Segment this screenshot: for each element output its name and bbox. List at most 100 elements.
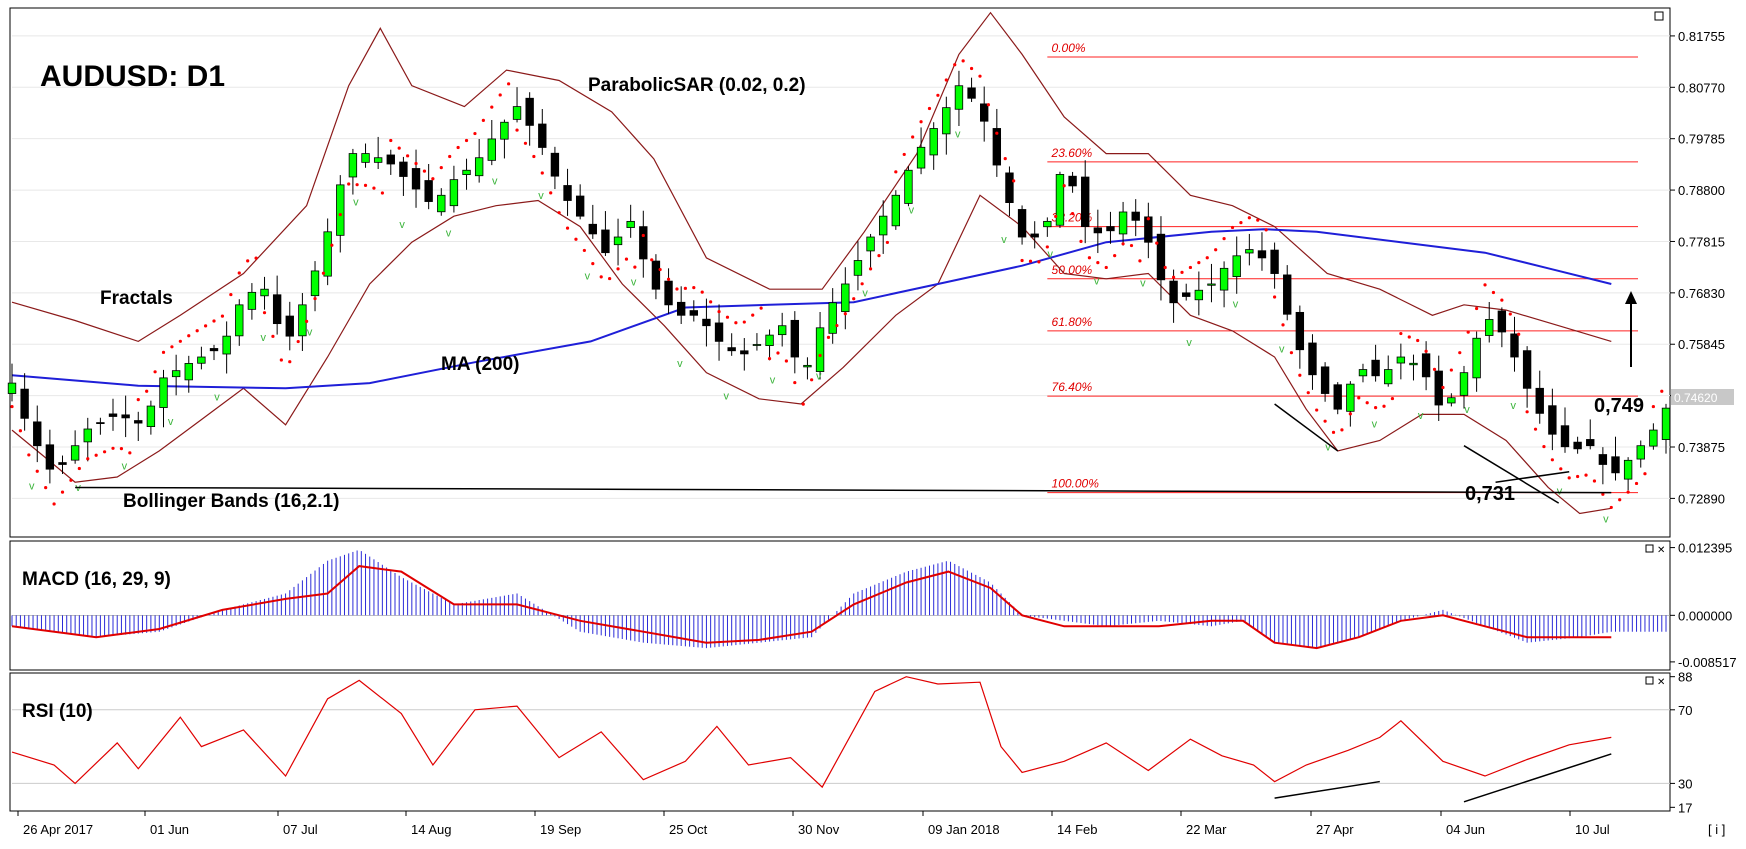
candle-body	[790, 319, 799, 358]
candle-body	[1131, 211, 1140, 221]
price-tick-label: 0.80770	[1678, 80, 1725, 95]
sar-dot	[810, 378, 814, 382]
candle-body	[171, 370, 181, 378]
macd-window-buttons[interactable]: ✕	[1645, 544, 1665, 556]
price-tick-label: 0.72890	[1678, 491, 1725, 506]
sar-dot	[1197, 260, 1201, 265]
sar-dot	[254, 256, 258, 260]
sar-dot	[1054, 214, 1058, 218]
sar-dot	[1281, 323, 1285, 327]
sar-dot	[1567, 476, 1571, 480]
sar-dot	[734, 321, 738, 325]
price-tick-label: 0.75845	[1678, 337, 1725, 352]
rsi-line	[11, 676, 1612, 789]
candle-body	[676, 301, 686, 316]
candle-body	[159, 377, 168, 408]
candles	[7, 70, 1671, 491]
sar-dot	[1340, 428, 1344, 432]
candle-body	[1396, 356, 1406, 364]
sar-dot	[1045, 245, 1049, 249]
fractal-down-icon: v	[862, 288, 868, 300]
sar-dot	[1070, 211, 1075, 216]
candle-body	[121, 414, 130, 419]
sar-dot	[936, 93, 940, 97]
sar-dot	[532, 154, 536, 159]
bollinger-bands	[11, 11, 1612, 515]
sar-dot	[431, 177, 435, 181]
fractal-down-icon: v	[1094, 276, 1100, 288]
fractal-down-icon: v	[1510, 400, 1516, 412]
candle-body	[235, 304, 244, 337]
candle-body	[1409, 362, 1418, 366]
candle-body	[916, 146, 926, 169]
sar-dot	[650, 258, 654, 262]
sar-dot	[330, 243, 334, 247]
sar-dot	[1500, 298, 1504, 302]
price-tick-label: 0.73875	[1678, 440, 1725, 455]
sar-dot	[658, 267, 662, 272]
candle-body	[1030, 233, 1039, 238]
rsi-tick-label: 70	[1678, 703, 1692, 718]
sar-dot	[1416, 338, 1420, 343]
candle-body	[209, 348, 219, 352]
up-arrow-icon	[1625, 291, 1637, 367]
sar-dot	[1163, 265, 1167, 270]
fractal-down-icon: v	[1325, 441, 1331, 453]
candle-body	[323, 231, 332, 277]
sar-dot	[10, 404, 14, 409]
candle-body	[1661, 407, 1671, 440]
sar-dot	[279, 358, 283, 362]
candle-body	[1320, 366, 1330, 394]
candle-body	[222, 335, 231, 355]
candle-body	[538, 123, 547, 148]
sar-dot	[1365, 401, 1369, 405]
x-tick-label: 10 Jul	[1575, 822, 1610, 837]
rsi-label: RSI (10)	[22, 701, 93, 722]
sar-dot	[540, 171, 544, 175]
sar-dot	[666, 277, 671, 281]
sar-dot	[1466, 330, 1470, 334]
fractal-down-icon: v	[261, 332, 267, 344]
candle-body	[1623, 459, 1633, 480]
main-panel	[9, 7, 1671, 538]
macd-tick-label: -0.008517	[1678, 655, 1737, 670]
info-corner-button[interactable]: [ i ]	[1708, 822, 1725, 837]
candle-body	[1497, 310, 1507, 333]
sar-dot	[1626, 490, 1630, 494]
maximize-icon[interactable]	[1654, 11, 1664, 21]
sar-dot	[1087, 256, 1092, 260]
macd-plot: 0.012395 0.000000 -0.008517	[11, 541, 1737, 670]
sar-dot	[153, 370, 157, 374]
fractal-down-icon: v	[446, 228, 452, 240]
sar-dot	[911, 135, 915, 139]
candle-body	[1598, 454, 1608, 465]
fractal-down-icon: v	[538, 190, 544, 202]
sar-dot	[927, 106, 932, 111]
sar-dot	[978, 74, 982, 78]
sar-dot	[1104, 265, 1108, 270]
macd-tick-label: 0.012395	[1678, 541, 1732, 556]
sar-dot	[1180, 270, 1184, 274]
candle-body	[449, 179, 459, 207]
fractal-down-icon: v	[1048, 248, 1054, 260]
sar-dot	[986, 103, 991, 107]
rsi-window-buttons[interactable]: ✕	[1645, 676, 1665, 688]
sar-dot	[262, 311, 267, 315]
sar-dot	[700, 290, 704, 294]
candle-body	[613, 236, 623, 246]
sar-dot	[170, 345, 174, 349]
sar-dot	[860, 282, 864, 286]
macd-signal-line	[11, 565, 1612, 650]
sar-dot	[347, 182, 351, 186]
sar-dot	[1382, 404, 1386, 408]
candle-body	[588, 223, 597, 235]
sar-dot	[1062, 184, 1066, 188]
price-tick-label: 0.79785	[1678, 132, 1725, 147]
sar-dot	[1298, 373, 1302, 377]
sar-dot	[481, 118, 485, 122]
sar-dot	[776, 351, 780, 355]
sar-dot	[852, 297, 856, 301]
sar-dot	[1138, 259, 1142, 263]
sar-dot	[1491, 290, 1496, 295]
